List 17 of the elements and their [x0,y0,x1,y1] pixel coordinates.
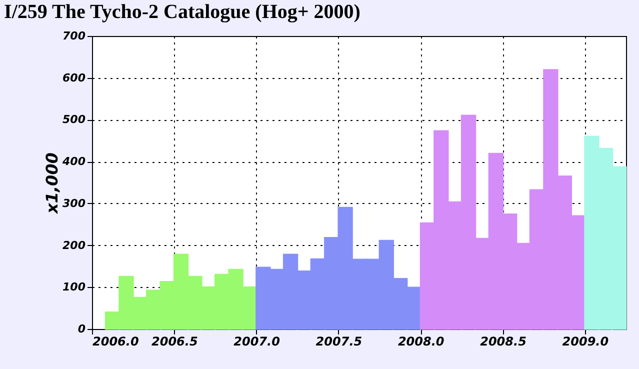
y-tick-label: 300 [62,196,86,210]
y-tick-label: 600 [62,71,86,84]
y-tick-label: 200 [62,238,86,252]
x-tick-label: 2008.0 [398,334,444,348]
y-tick-label: 500 [62,113,86,126]
x-tick-label: 2007.5 [316,334,362,348]
x-tick-label: 2009.0 [562,334,609,348]
y-tick-label: 700 [62,30,86,42]
y-tick-label: 0 [78,322,86,336]
y-axis-title: x1,000 [42,152,62,214]
x-tick-label: 2007.0 [234,334,280,348]
y-tick-label: 100 [62,280,86,294]
x-tick-label: 2006.0 [92,334,139,348]
chart-title: I/259 The Tycho-2 Catalogue (Hog+ 2000) [4,1,360,23]
x-tick-label: 2006.5 [152,334,198,348]
y-tick-label: 400 [62,155,86,168]
x-tick-label: 2008.5 [480,334,526,348]
